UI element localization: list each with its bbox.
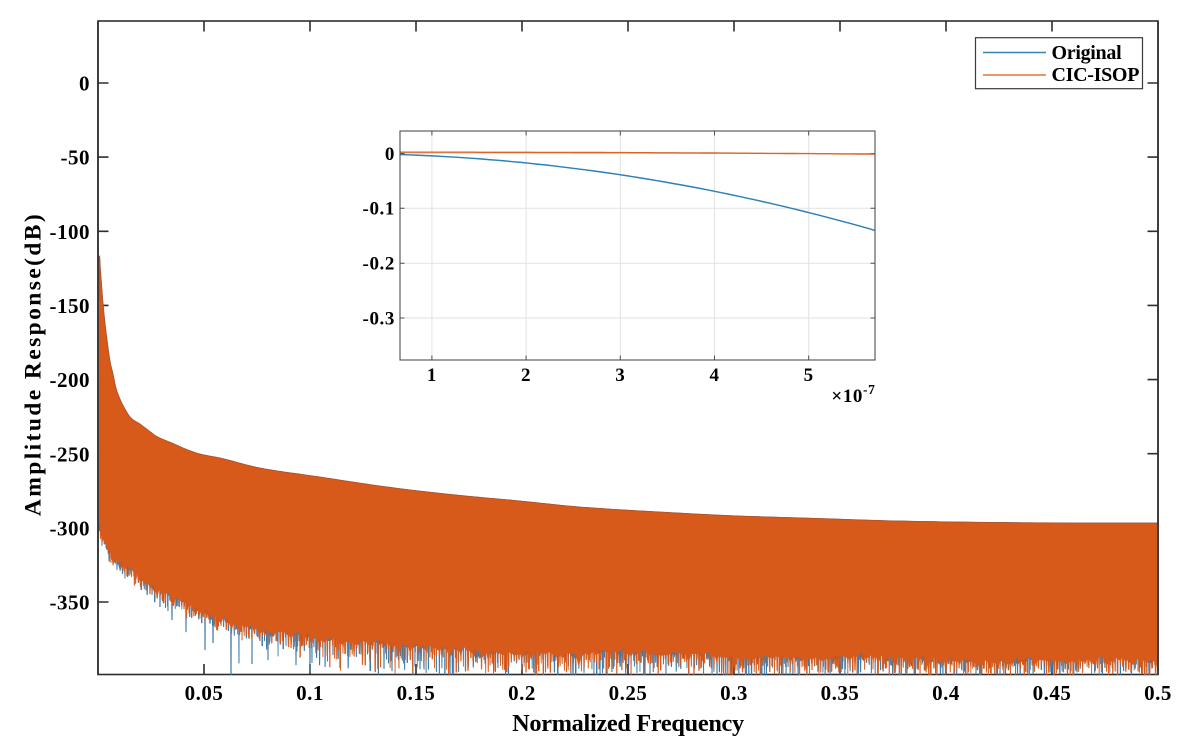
svg-text:0.45: 0.45: [1033, 681, 1072, 705]
svg-text:3: 3: [615, 365, 625, 386]
svg-text:-0.2: -0.2: [363, 254, 395, 275]
svg-text:4: 4: [709, 365, 719, 386]
svg-text:0.35: 0.35: [821, 681, 860, 705]
svg-text:-200: -200: [50, 368, 91, 392]
svg-text:-350: -350: [50, 591, 91, 615]
svg-text:0.1: 0.1: [296, 681, 324, 705]
svg-text:-0.1: -0.1: [363, 199, 395, 220]
svg-text:5: 5: [804, 365, 814, 386]
svg-text:-250: -250: [50, 442, 91, 466]
svg-text:-50: -50: [61, 146, 91, 170]
svg-text:0.3: 0.3: [720, 681, 748, 705]
svg-text:2: 2: [521, 365, 531, 386]
svg-text:0.15: 0.15: [397, 681, 436, 705]
svg-text:-0.3: -0.3: [363, 308, 395, 329]
svg-text:0.5: 0.5: [1144, 681, 1172, 705]
svg-text:CIC-ISOP: CIC-ISOP: [1052, 64, 1140, 86]
svg-text:-150: -150: [50, 294, 91, 318]
svg-text:Amplitude Response(dB): Amplitude Response(dB): [21, 212, 47, 516]
svg-text:0.25: 0.25: [609, 681, 648, 705]
svg-text:0.05: 0.05: [185, 681, 224, 705]
svg-text:1: 1: [427, 365, 437, 386]
svg-text:Original: Original: [1052, 42, 1123, 64]
svg-text:Normalized Frequency: Normalized Frequency: [512, 710, 744, 737]
svg-text:0.4: 0.4: [932, 681, 960, 705]
svg-text:-100: -100: [50, 220, 91, 244]
svg-text:0: 0: [385, 144, 395, 165]
svg-text:0: 0: [79, 72, 90, 96]
svg-text:0.2: 0.2: [508, 681, 536, 705]
svg-text:-300: -300: [50, 517, 91, 541]
